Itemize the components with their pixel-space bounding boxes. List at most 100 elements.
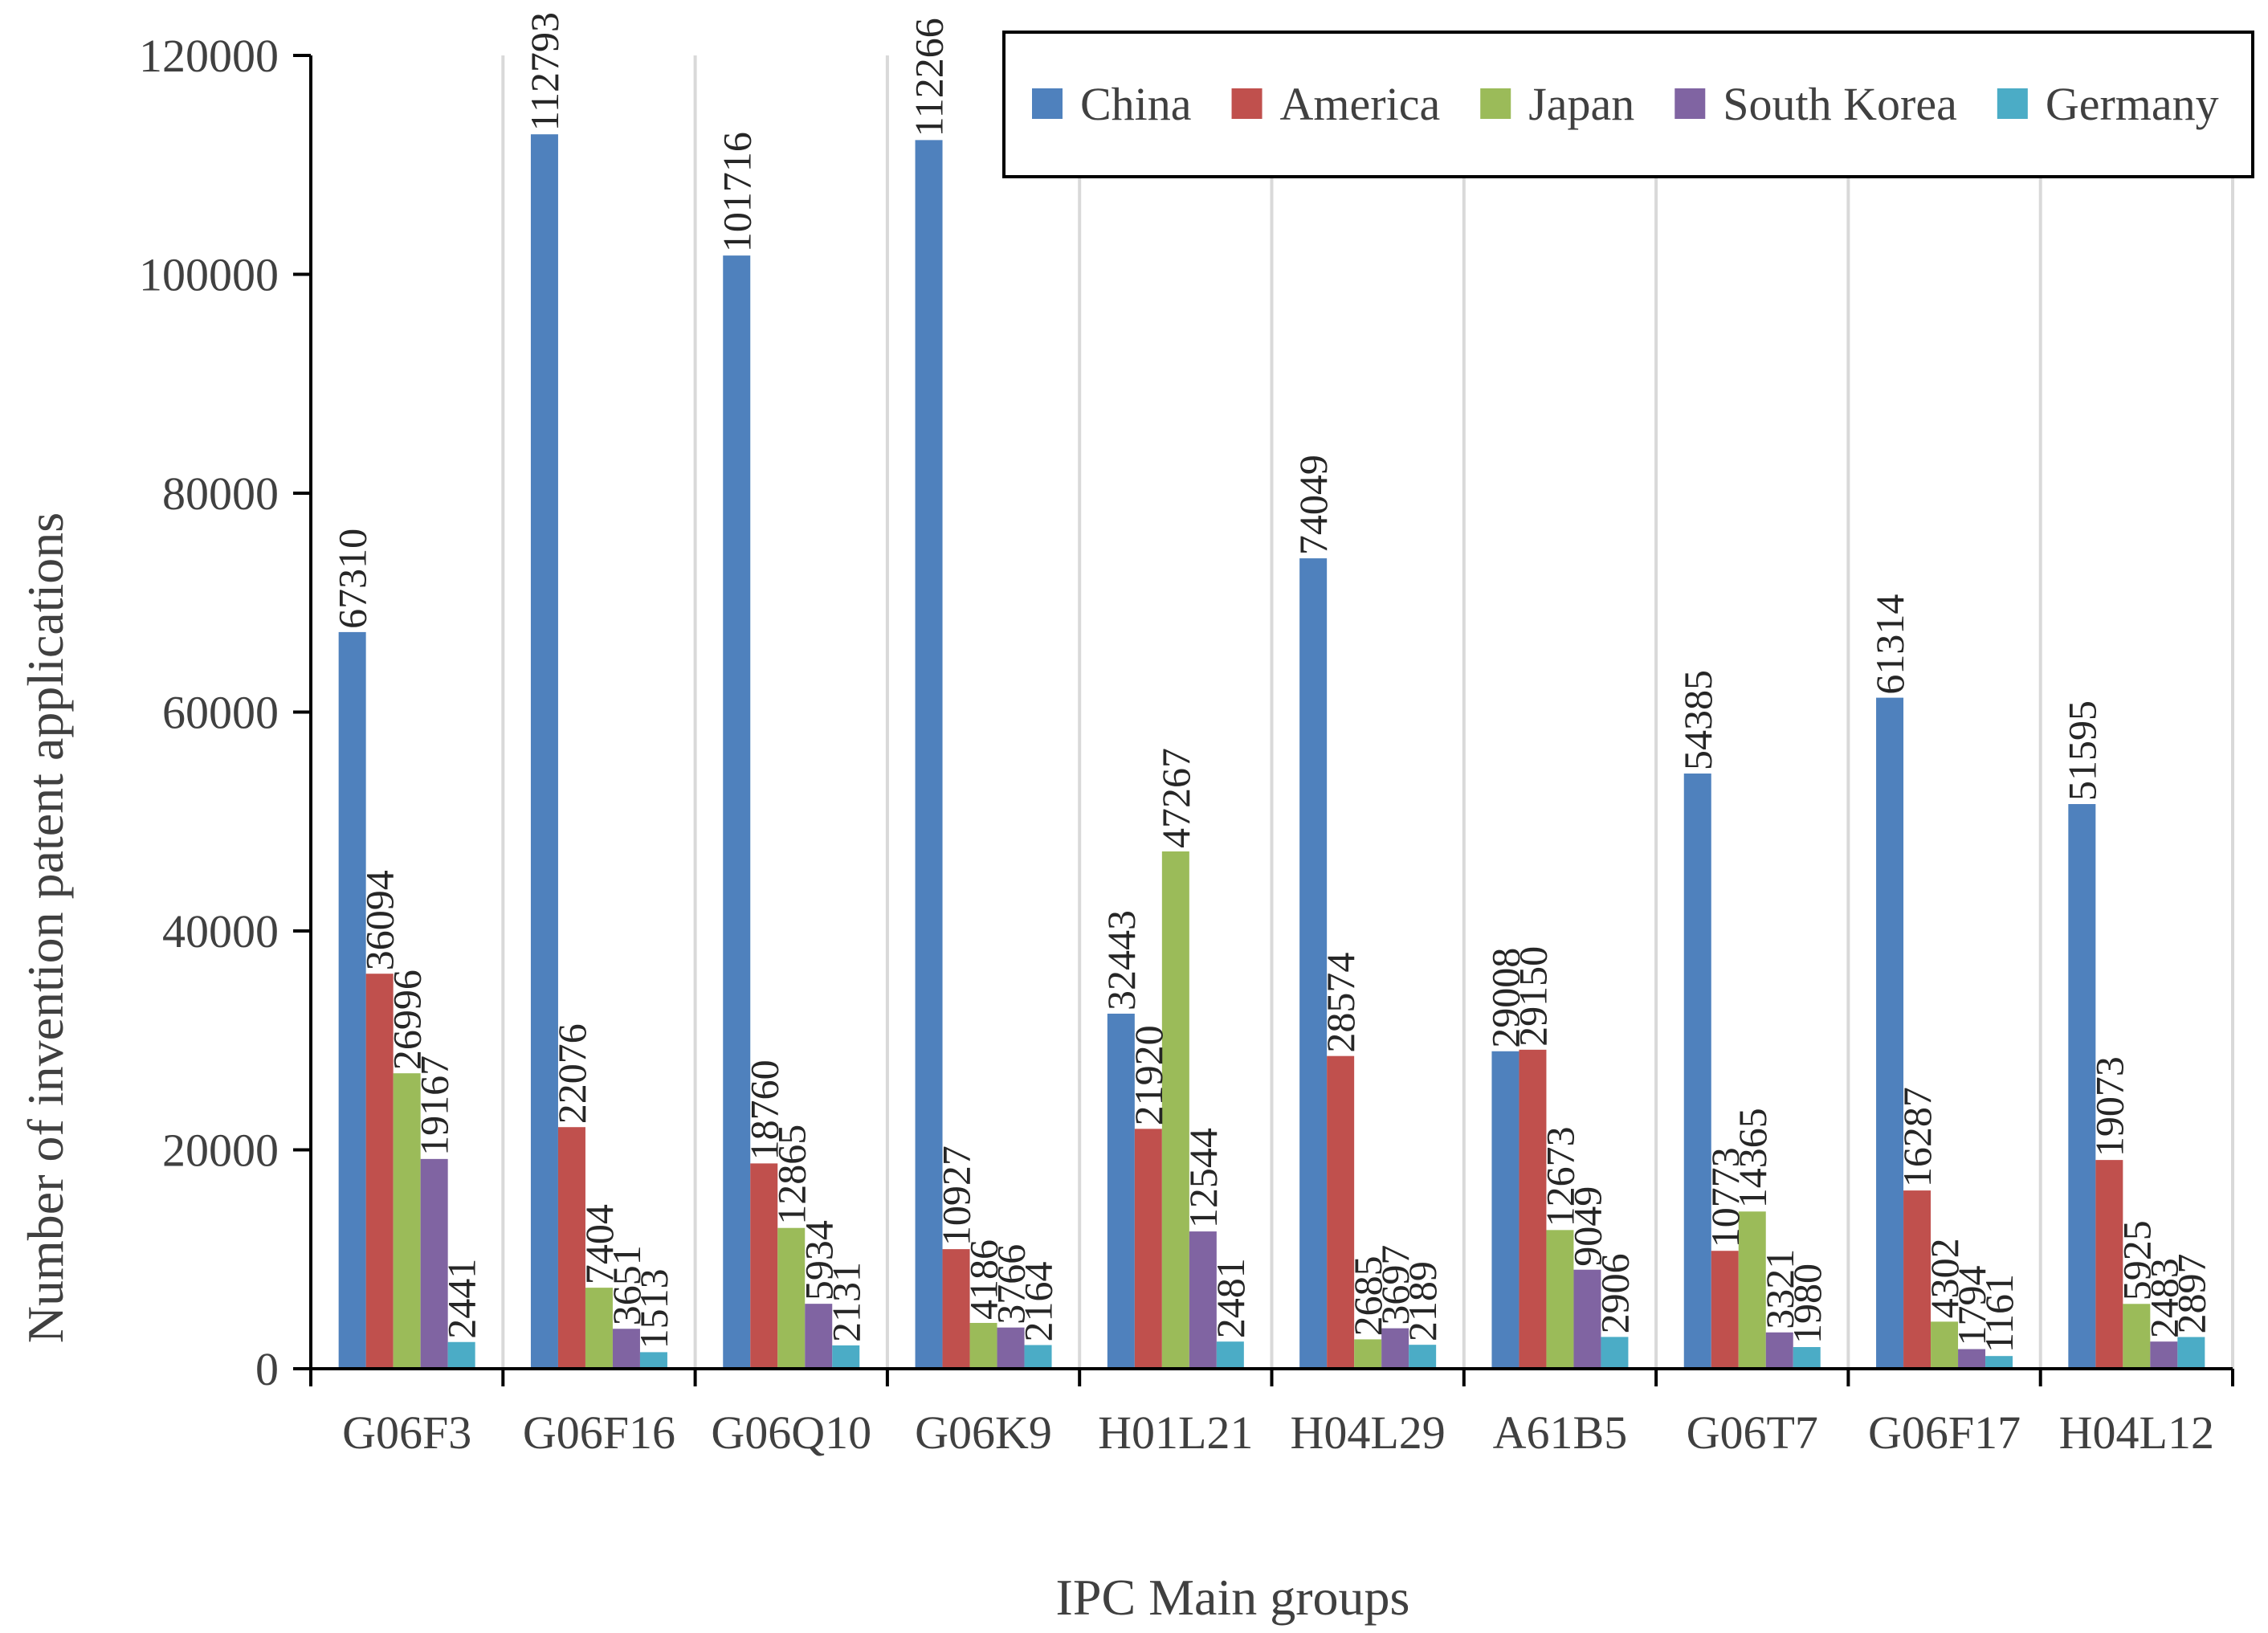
data-label: 2483 — [2141, 1258, 2186, 1338]
data-label: 47267 — [1153, 748, 1198, 848]
data-label: 12673 — [1537, 1126, 1582, 1227]
x-tick-label: A61B5 — [1493, 1406, 1628, 1459]
bar — [612, 1329, 640, 1369]
y-tick-labels: 0 20000 40000 60000 80000 100000 120000 — [139, 30, 279, 1395]
data-label: 28574 — [1318, 953, 1363, 1053]
bar — [1738, 1211, 1766, 1369]
y-tick-label: 60000 — [162, 687, 279, 739]
bar — [530, 134, 558, 1370]
bar — [1189, 1231, 1217, 1369]
bar — [1024, 1345, 1052, 1369]
bar — [969, 1322, 997, 1369]
data-label: 54385 — [1675, 670, 1720, 770]
legend-swatch — [1674, 88, 1706, 119]
data-label: 1513 — [631, 1268, 676, 1349]
legend: China America Japan South Korea Germany — [1002, 31, 2254, 178]
bar — [1876, 697, 1904, 1369]
data-label: 2164 — [1016, 1262, 1061, 1342]
bar — [723, 255, 751, 1369]
x-tick-label: H04L12 — [2059, 1406, 2214, 1459]
legend-label: Japan — [1528, 78, 1634, 130]
data-label: 74049 — [1291, 455, 1336, 555]
bar — [2150, 1341, 2178, 1369]
bars — [338, 134, 2205, 1370]
bar — [1381, 1328, 1409, 1369]
legend-swatch — [1231, 88, 1262, 119]
data-label: 2897 — [2168, 1254, 2213, 1334]
bar — [1903, 1190, 1931, 1369]
bar — [447, 1341, 475, 1369]
x-tick-label: G06F17 — [1868, 1406, 2021, 1459]
data-label: 5934 — [796, 1220, 841, 1300]
x-tick-label: H01L21 — [1098, 1406, 1253, 1459]
y-tick-label: 120000 — [139, 30, 279, 82]
data-label: 14365 — [1730, 1108, 1775, 1208]
data-label: 32443 — [1099, 910, 1144, 1010]
bar — [805, 1304, 833, 1369]
data-label: 2441 — [439, 1259, 484, 1339]
bar — [750, 1163, 778, 1369]
bar — [942, 1249, 970, 1369]
bar — [915, 140, 943, 1370]
bar — [338, 631, 366, 1369]
data-label: 12544 — [1181, 1128, 1226, 1228]
bar — [1793, 1347, 1821, 1369]
bar — [1216, 1341, 1244, 1369]
data-label: 7404 — [577, 1204, 622, 1284]
bar — [365, 974, 394, 1369]
bar — [2068, 804, 2096, 1369]
bar — [393, 1073, 421, 1369]
legend-swatch — [1032, 88, 1063, 119]
bar — [420, 1158, 448, 1369]
data-label: 4302 — [1922, 1238, 1967, 1318]
data-label: 29150 — [1510, 946, 1555, 1047]
y-tick-label: 20000 — [162, 1125, 279, 1177]
data-labels: 6731036094269961916724411127932207674043… — [330, 12, 2214, 1353]
bar — [1573, 1269, 1601, 1369]
data-label: 22076 — [549, 1023, 594, 1124]
bar — [1958, 1349, 1986, 1369]
data-label: 29008 — [1483, 948, 1528, 1048]
data-label: 1794 — [1949, 1266, 1994, 1346]
x-tick-label: G06F3 — [342, 1406, 471, 1459]
x-axis-title: IPC Main groups — [1056, 1569, 1410, 1626]
bar — [2123, 1304, 2151, 1369]
data-label: 112266 — [907, 18, 952, 137]
legend-label: America — [1280, 78, 1441, 130]
axes — [293, 54, 2234, 1386]
data-label: 36094 — [357, 870, 402, 970]
y-tick-label: 0 — [255, 1343, 279, 1395]
data-label: 10773 — [1703, 1147, 1748, 1247]
data-label: 1161 — [1976, 1274, 2021, 1353]
legend-swatch — [1997, 88, 2028, 119]
data-label: 2481 — [1208, 1258, 1253, 1338]
data-label: 19073 — [2086, 1056, 2131, 1157]
legend-label: South Korea — [1723, 78, 1957, 130]
data-label: 18760 — [741, 1059, 786, 1160]
bar — [639, 1352, 667, 1369]
bar — [1134, 1129, 1162, 1369]
bar — [1491, 1051, 1519, 1369]
y-tick-label: 100000 — [139, 249, 279, 301]
bar — [1107, 1013, 1135, 1369]
bar — [1931, 1321, 1959, 1369]
bar — [1546, 1230, 1574, 1369]
bar — [1765, 1332, 1793, 1369]
legend-frame — [1002, 31, 2254, 178]
bar — [1683, 774, 1711, 1369]
data-label: 19167 — [412, 1055, 457, 1156]
x-tick-label: H04L29 — [1290, 1406, 1445, 1459]
bar — [832, 1345, 860, 1369]
data-label: 10927 — [934, 1145, 979, 1246]
bar — [1327, 1055, 1355, 1369]
data-label: 3766 — [989, 1244, 1034, 1325]
x-tick-labels: G06F3 G06F16 G06Q10 G06K9 H01L21 H04L29 A61B5 G… — [342, 1406, 2214, 1459]
x-tick-label: G06T7 — [1687, 1406, 1818, 1459]
data-label: 101716 — [714, 132, 759, 252]
data-label: 1980 — [1785, 1264, 1829, 1344]
bar — [585, 1288, 613, 1369]
bar — [997, 1327, 1025, 1369]
data-label: 3697 — [1373, 1245, 1418, 1325]
bar — [2177, 1337, 2205, 1369]
y-tick-label: 40000 — [162, 905, 279, 957]
